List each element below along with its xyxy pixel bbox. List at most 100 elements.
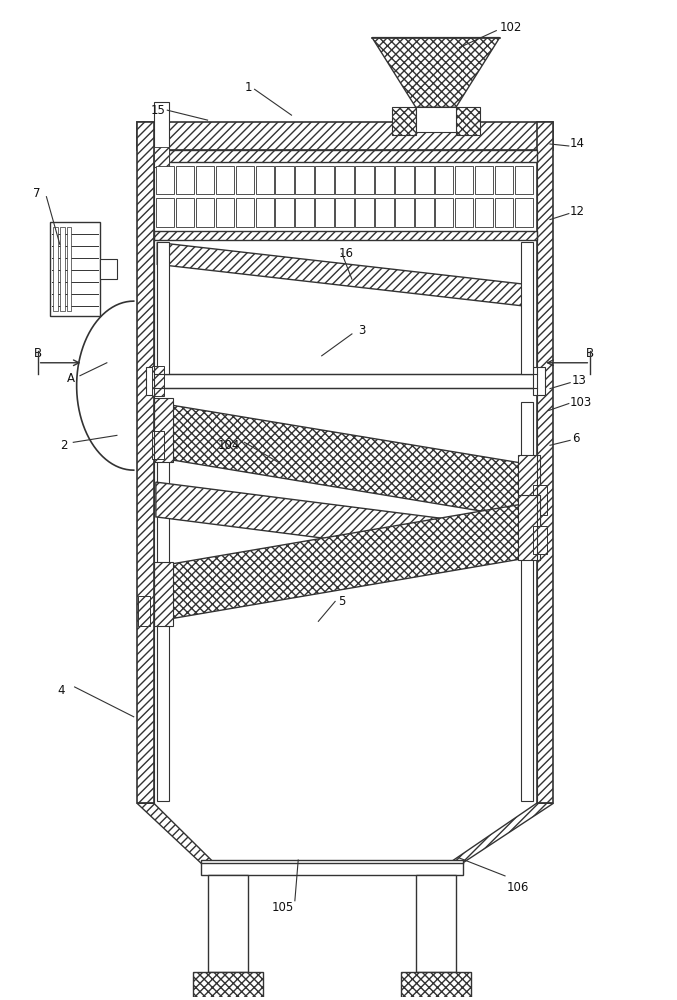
Bar bbox=[216, 198, 234, 227]
Bar bbox=[521, 402, 533, 801]
Bar bbox=[455, 166, 473, 194]
Bar bbox=[392, 107, 416, 135]
Bar bbox=[154, 102, 169, 167]
Bar bbox=[216, 166, 234, 194]
Bar bbox=[157, 402, 169, 801]
Text: 1: 1 bbox=[244, 81, 252, 94]
Bar bbox=[152, 431, 164, 459]
Text: 103: 103 bbox=[570, 396, 592, 409]
Bar bbox=[495, 166, 513, 194]
Bar bbox=[395, 198, 414, 227]
Bar bbox=[455, 198, 473, 227]
Bar bbox=[295, 198, 314, 227]
Bar bbox=[152, 366, 164, 396]
Bar bbox=[60, 227, 64, 311]
Bar bbox=[196, 198, 215, 227]
Text: 3: 3 bbox=[359, 324, 366, 337]
Bar bbox=[335, 166, 354, 194]
Polygon shape bbox=[154, 562, 173, 626]
Text: B: B bbox=[34, 347, 42, 360]
Bar bbox=[50, 222, 100, 316]
Bar bbox=[416, 875, 456, 972]
Text: 5: 5 bbox=[338, 595, 346, 608]
Text: 102: 102 bbox=[500, 21, 522, 34]
Bar bbox=[137, 122, 154, 803]
Polygon shape bbox=[137, 803, 215, 863]
Bar bbox=[401, 972, 471, 1000]
Polygon shape bbox=[156, 482, 469, 557]
Polygon shape bbox=[372, 38, 500, 107]
Bar bbox=[276, 166, 294, 194]
Bar bbox=[196, 166, 215, 194]
Bar bbox=[154, 150, 537, 162]
Bar bbox=[355, 166, 374, 194]
Bar bbox=[533, 367, 544, 395]
Polygon shape bbox=[154, 398, 173, 462]
Bar bbox=[154, 374, 537, 388]
Bar bbox=[537, 122, 553, 803]
Bar bbox=[456, 107, 479, 135]
Bar bbox=[416, 107, 456, 132]
Bar bbox=[276, 198, 294, 227]
Bar bbox=[315, 166, 334, 194]
Bar bbox=[335, 198, 354, 227]
Bar bbox=[435, 198, 454, 227]
Text: 7: 7 bbox=[33, 187, 41, 200]
Polygon shape bbox=[156, 403, 535, 520]
Bar bbox=[236, 198, 254, 227]
Bar bbox=[156, 166, 175, 194]
Text: B: B bbox=[586, 347, 594, 360]
Bar bbox=[355, 198, 374, 227]
Bar bbox=[515, 166, 533, 194]
Text: 6: 6 bbox=[572, 432, 580, 445]
Bar bbox=[157, 242, 169, 374]
Text: 4: 4 bbox=[58, 684, 66, 697]
Bar bbox=[315, 198, 334, 227]
Bar bbox=[521, 242, 533, 374]
Bar bbox=[236, 166, 254, 194]
Text: 106: 106 bbox=[506, 881, 529, 894]
Polygon shape bbox=[450, 803, 553, 863]
Bar bbox=[53, 227, 58, 311]
Text: 15: 15 bbox=[150, 104, 165, 117]
Text: 2: 2 bbox=[60, 439, 67, 452]
Polygon shape bbox=[156, 502, 535, 621]
Bar bbox=[154, 147, 169, 167]
Text: 12: 12 bbox=[570, 205, 585, 218]
Bar bbox=[201, 860, 462, 875]
Bar bbox=[156, 198, 175, 227]
Bar bbox=[375, 198, 394, 227]
Text: A: A bbox=[66, 372, 74, 385]
Bar bbox=[154, 231, 537, 240]
Text: 104: 104 bbox=[217, 439, 240, 452]
Bar bbox=[137, 122, 553, 150]
Bar bbox=[255, 198, 274, 227]
Bar bbox=[100, 259, 117, 279]
Text: 105: 105 bbox=[271, 901, 294, 914]
Bar bbox=[255, 166, 274, 194]
Bar bbox=[415, 198, 433, 227]
Bar bbox=[435, 166, 454, 194]
Bar bbox=[193, 972, 263, 1000]
Bar bbox=[137, 596, 150, 626]
Bar bbox=[518, 455, 540, 525]
Text: 16: 16 bbox=[338, 247, 353, 260]
Bar bbox=[415, 166, 433, 194]
Bar bbox=[475, 166, 494, 194]
Bar bbox=[395, 166, 414, 194]
Text: 14: 14 bbox=[570, 137, 585, 150]
Bar bbox=[515, 198, 533, 227]
Bar bbox=[375, 166, 394, 194]
Bar bbox=[495, 198, 513, 227]
Bar bbox=[176, 166, 194, 194]
Bar bbox=[518, 495, 540, 560]
Bar bbox=[66, 227, 71, 311]
Polygon shape bbox=[157, 242, 533, 307]
Bar bbox=[176, 198, 194, 227]
Text: 13: 13 bbox=[572, 374, 587, 387]
Bar bbox=[533, 485, 546, 515]
Bar bbox=[208, 875, 248, 972]
Bar bbox=[295, 166, 314, 194]
Bar bbox=[146, 367, 158, 395]
Bar bbox=[475, 198, 494, 227]
